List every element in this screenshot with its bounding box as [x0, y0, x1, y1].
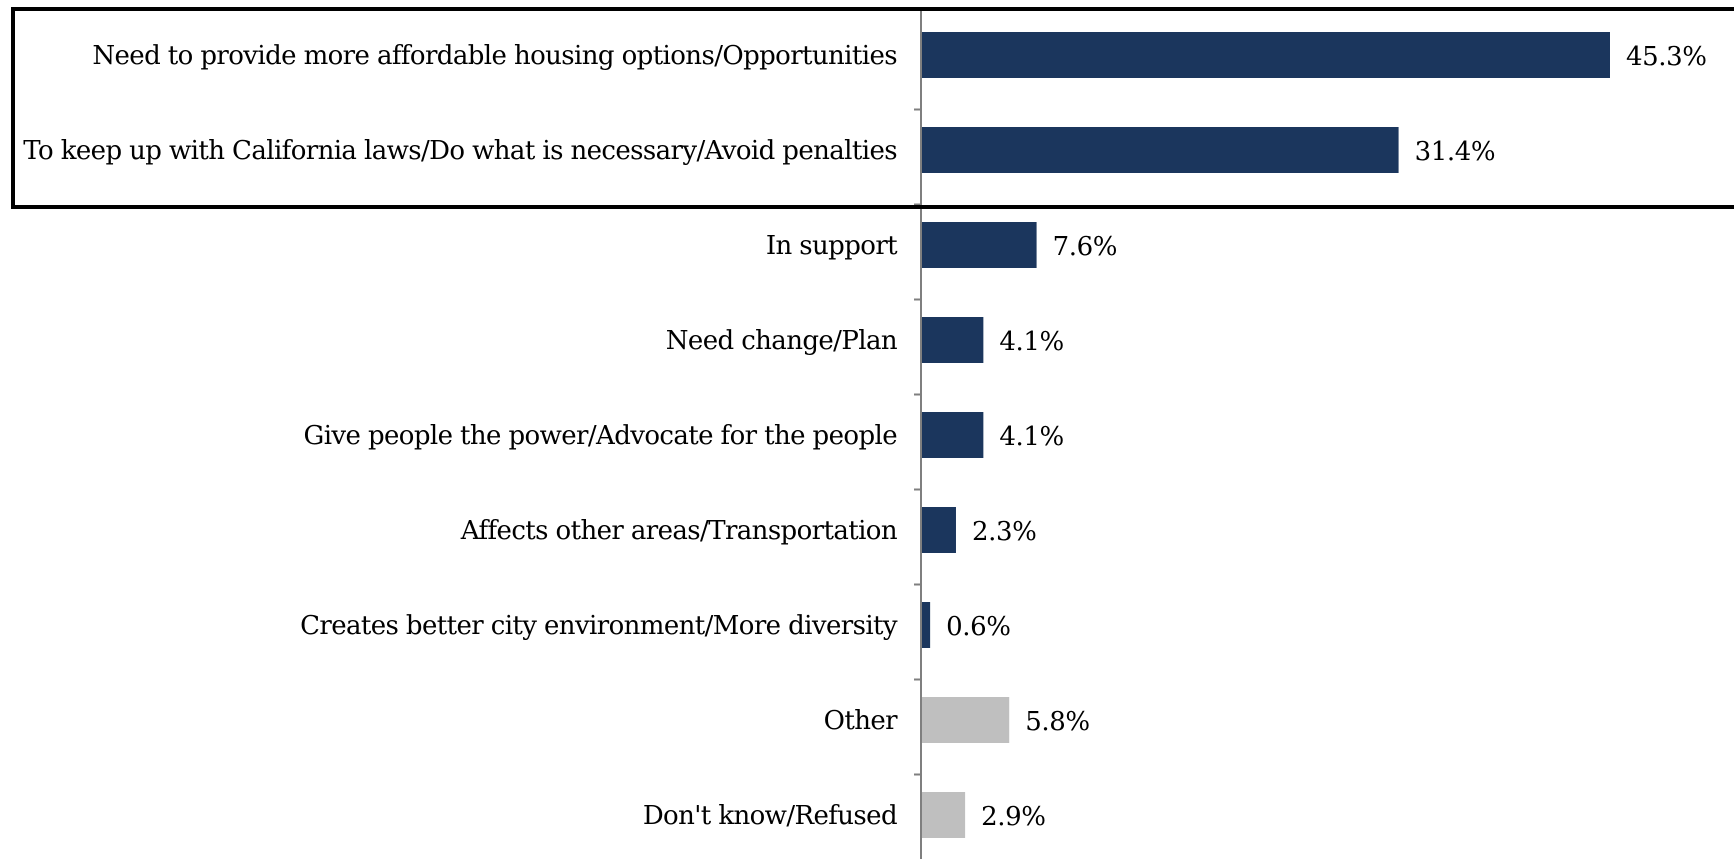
bar-4 [921, 317, 984, 363]
category-label-5: Give people the power/Advocate for the p… [304, 421, 898, 451]
value-label-7: 0.6% [946, 612, 1010, 642]
labels-layer: Need to provide more affordable housing … [23, 41, 1707, 832]
value-label-4: 4.1% [999, 327, 1063, 357]
category-label-6: Affects other areas/Transportation [460, 516, 898, 546]
category-label-7: Creates better city environment/More div… [300, 611, 898, 641]
value-label-1: 45.3% [1626, 42, 1707, 72]
bar-1 [921, 32, 1610, 78]
bar-8 [921, 697, 1010, 743]
category-label-1: Need to provide more affordable housing … [92, 41, 897, 71]
value-label-3: 7.6% [1053, 232, 1117, 262]
highlight-layer [11, 7, 1734, 209]
bar-7 [921, 602, 931, 648]
bar-6 [921, 507, 956, 553]
value-label-2: 31.4% [1415, 137, 1496, 167]
value-label-5: 4.1% [999, 422, 1063, 452]
value-label-6: 2.3% [972, 517, 1036, 547]
value-label-9: 2.9% [981, 802, 1045, 832]
category-label-8: Other [824, 706, 898, 736]
category-label-4: Need change/Plan [666, 326, 898, 356]
category-label-3: In support [766, 231, 898, 261]
bar-3 [921, 222, 1037, 268]
value-label-8: 5.8% [1025, 707, 1089, 737]
bars-layer [921, 32, 1610, 838]
bar-5 [921, 412, 984, 458]
bar-9 [921, 792, 966, 838]
axis-layer [914, 8, 922, 859]
highlight-box [11, 7, 1734, 209]
category-label-2: To keep up with California laws/Do what … [23, 136, 897, 166]
bar-2 [921, 127, 1399, 173]
category-label-9: Don't know/Refused [643, 801, 897, 831]
